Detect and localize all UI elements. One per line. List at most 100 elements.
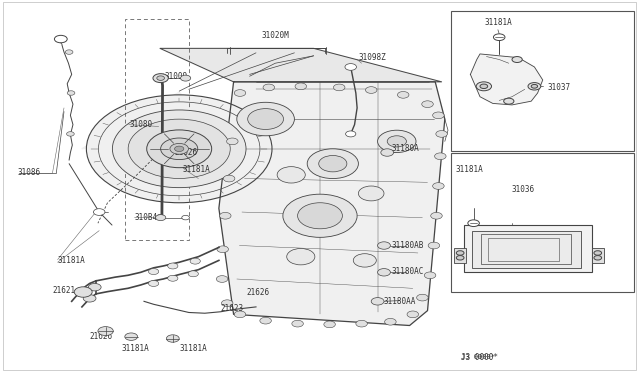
Circle shape — [385, 318, 396, 325]
Circle shape — [153, 74, 168, 83]
Text: 21626: 21626 — [174, 148, 197, 157]
Circle shape — [435, 153, 446, 160]
Circle shape — [424, 272, 436, 279]
Polygon shape — [470, 54, 543, 105]
Circle shape — [333, 84, 345, 91]
Circle shape — [298, 203, 342, 229]
Text: 31181A: 31181A — [58, 256, 85, 265]
Circle shape — [531, 84, 538, 88]
Text: 31086: 31086 — [18, 169, 41, 177]
Circle shape — [428, 242, 440, 249]
Text: 310B4: 310B4 — [134, 213, 157, 222]
Circle shape — [433, 112, 444, 119]
Bar — [488, 238, 559, 261]
Text: 31181A: 31181A — [179, 344, 207, 353]
Circle shape — [319, 155, 347, 172]
Circle shape — [371, 298, 384, 305]
Bar — [472, 231, 581, 268]
Circle shape — [128, 119, 230, 179]
Circle shape — [156, 215, 166, 221]
Circle shape — [307, 149, 358, 179]
Circle shape — [353, 254, 376, 267]
Circle shape — [67, 132, 74, 136]
Circle shape — [456, 251, 464, 255]
Text: 31181A: 31181A — [122, 344, 149, 353]
Circle shape — [397, 92, 409, 98]
Circle shape — [83, 295, 96, 302]
Bar — [451, 153, 634, 292]
Circle shape — [324, 321, 335, 328]
Bar — [481, 234, 571, 264]
Circle shape — [190, 258, 200, 264]
Circle shape — [170, 144, 189, 154]
Circle shape — [217, 246, 228, 253]
Circle shape — [468, 220, 479, 227]
Circle shape — [168, 263, 178, 269]
Circle shape — [594, 256, 602, 260]
Text: 21621: 21621 — [52, 286, 76, 295]
Circle shape — [260, 317, 271, 324]
Circle shape — [88, 283, 101, 291]
Text: 31180AC: 31180AC — [392, 267, 424, 276]
Circle shape — [287, 248, 315, 265]
Text: 31080: 31080 — [129, 120, 152, 129]
Circle shape — [283, 194, 357, 237]
Circle shape — [480, 84, 488, 89]
Circle shape — [221, 300, 233, 307]
Circle shape — [157, 76, 164, 80]
Text: 31181A: 31181A — [484, 18, 512, 27]
Circle shape — [528, 83, 541, 90]
Circle shape — [161, 138, 198, 160]
Text: 21626: 21626 — [246, 288, 269, 296]
Text: 31180A: 31180A — [392, 144, 419, 153]
Circle shape — [493, 34, 505, 41]
Circle shape — [356, 320, 367, 327]
Circle shape — [407, 311, 419, 318]
Text: J3 0000*: J3 0000* — [461, 354, 495, 360]
Bar — [451, 11, 634, 151]
Circle shape — [234, 90, 246, 96]
Circle shape — [365, 87, 377, 93]
Circle shape — [292, 320, 303, 327]
Circle shape — [113, 110, 246, 187]
Circle shape — [234, 311, 246, 318]
Circle shape — [358, 186, 384, 201]
Circle shape — [378, 269, 390, 276]
Circle shape — [166, 335, 179, 342]
Circle shape — [476, 82, 492, 91]
Text: 31036: 31036 — [512, 185, 535, 194]
Circle shape — [277, 167, 305, 183]
Circle shape — [125, 333, 138, 340]
Polygon shape — [82, 92, 207, 149]
Circle shape — [381, 149, 394, 156]
Circle shape — [148, 280, 159, 286]
Circle shape — [346, 131, 356, 137]
Circle shape — [512, 57, 522, 62]
Circle shape — [387, 136, 406, 147]
Circle shape — [65, 50, 73, 54]
Bar — [464, 225, 592, 272]
Circle shape — [417, 294, 428, 301]
Text: 21623: 21623 — [221, 304, 244, 313]
Circle shape — [223, 175, 235, 182]
Text: 31009: 31009 — [164, 72, 188, 81]
Circle shape — [345, 64, 356, 70]
Circle shape — [422, 101, 433, 108]
Circle shape — [594, 251, 602, 255]
Circle shape — [436, 131, 447, 137]
Circle shape — [248, 109, 284, 129]
Circle shape — [182, 215, 189, 220]
Circle shape — [433, 183, 444, 189]
Circle shape — [263, 84, 275, 91]
Circle shape — [86, 95, 272, 203]
Circle shape — [168, 275, 178, 281]
Text: 31180AA: 31180AA — [384, 297, 417, 306]
Text: 31037: 31037 — [547, 83, 570, 92]
Circle shape — [74, 287, 92, 297]
Circle shape — [237, 102, 294, 136]
Circle shape — [148, 269, 159, 275]
Bar — [592, 248, 604, 263]
Bar — [125, 19, 189, 240]
Text: 31098Z: 31098Z — [358, 53, 386, 62]
Text: 31181A: 31181A — [182, 165, 210, 174]
